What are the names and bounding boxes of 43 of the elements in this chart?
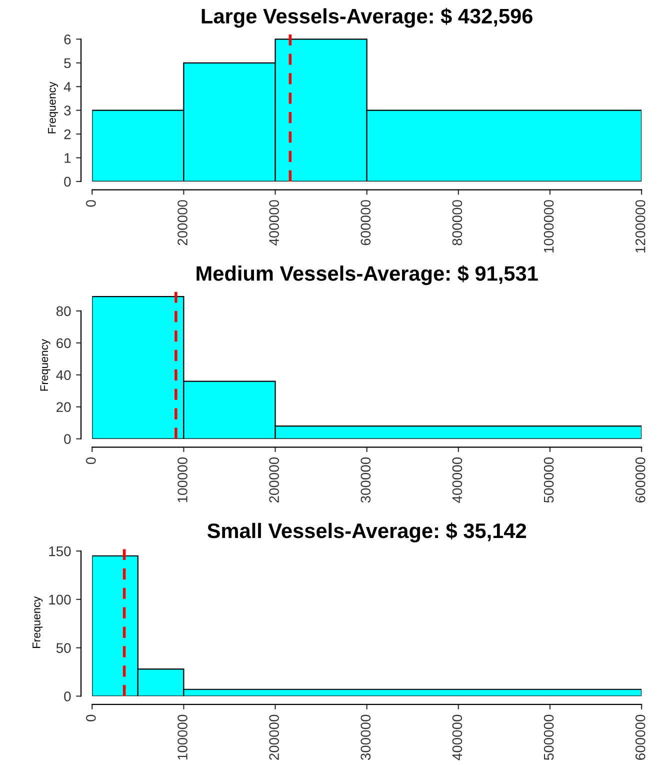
y-tick-label: 150 bbox=[49, 546, 71, 556]
chart-title: Large Vessels-Average: $ 432,596 bbox=[202, 8, 532, 28]
chart-title: Medium Vessels-Average: $ 91,531 bbox=[196, 265, 538, 286]
y-tick-label: 80 bbox=[56, 306, 71, 316]
x-tick-label: 500000 bbox=[544, 457, 554, 503]
x-tick-label: 1000000 bbox=[544, 200, 554, 253]
x-tick-label: 100000 bbox=[178, 714, 188, 760]
y-tick-label: 50 bbox=[56, 643, 71, 653]
y-axis-title: Frequency bbox=[32, 596, 43, 648]
y-axis-title: Frequency bbox=[48, 82, 58, 134]
chart-title: Small Vessels-Average: $ 35,142 bbox=[207, 522, 526, 542]
y-tick-label: 5 bbox=[64, 58, 71, 68]
y-tick-label: 1 bbox=[64, 153, 71, 163]
y-tick-label: 0 bbox=[64, 691, 71, 702]
x-tick-label: 300000 bbox=[360, 457, 371, 503]
x-tick-label: 100000 bbox=[178, 457, 188, 502]
y-tick-label: 6 bbox=[64, 34, 71, 44]
x-tick-label: 200000 bbox=[178, 200, 188, 246]
x-tick-label: 500000 bbox=[544, 714, 554, 760]
x-tick-label: 1200000 bbox=[635, 200, 646, 253]
y-tick-label: 60 bbox=[56, 338, 71, 348]
y-tick-label: 20 bbox=[56, 402, 71, 412]
x-tick-label: 400000 bbox=[452, 714, 462, 760]
x-tick-label: 400000 bbox=[269, 200, 279, 246]
x-tick-label: 200000 bbox=[269, 457, 279, 503]
y-tick-label: 0 bbox=[64, 434, 71, 444]
y-tick-label: 4 bbox=[64, 82, 71, 92]
y-tick-label: 100 bbox=[49, 594, 71, 605]
x-tick-label: 600000 bbox=[635, 457, 646, 503]
x-tick-label: 600000 bbox=[635, 714, 646, 760]
x-tick-label: 400000 bbox=[452, 457, 462, 503]
x-tick-label: 600000 bbox=[360, 200, 371, 246]
y-tick-label: 2 bbox=[64, 129, 71, 140]
x-tick-label: 800000 bbox=[452, 200, 462, 246]
x-tick-label: 300000 bbox=[360, 714, 371, 760]
x-tick-label: 0 bbox=[86, 714, 96, 722]
y-axis-title: Frequency bbox=[40, 339, 50, 391]
x-tick-label: 200000 bbox=[269, 714, 279, 760]
y-tick-label: 0 bbox=[64, 176, 71, 187]
y-tick-label: 40 bbox=[56, 370, 71, 380]
x-tick-label: 0 bbox=[86, 200, 96, 207]
x-tick-label: 0 bbox=[86, 457, 96, 464]
y-tick-label: 3 bbox=[64, 106, 71, 116]
